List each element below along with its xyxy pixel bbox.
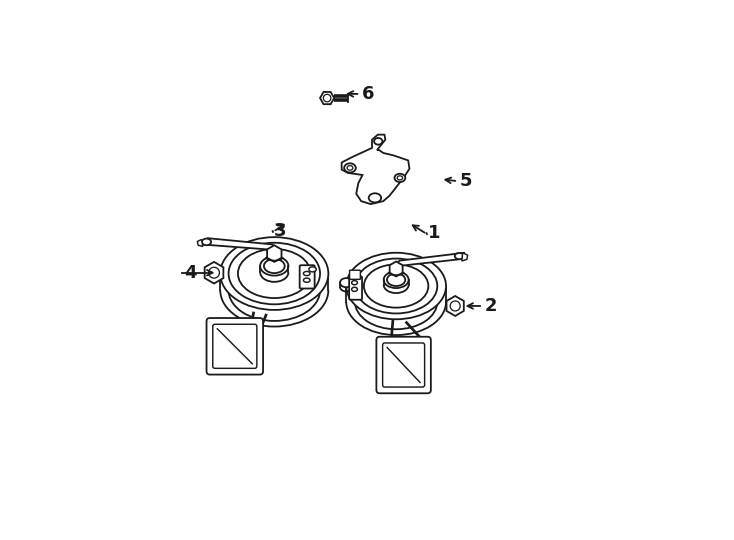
Polygon shape	[197, 239, 203, 246]
Ellipse shape	[202, 239, 211, 245]
Ellipse shape	[455, 253, 464, 259]
Text: 6: 6	[362, 85, 374, 103]
Ellipse shape	[384, 272, 409, 288]
Text: 1: 1	[428, 224, 440, 242]
Ellipse shape	[303, 272, 310, 275]
Ellipse shape	[355, 259, 437, 313]
Ellipse shape	[364, 265, 429, 308]
Ellipse shape	[346, 253, 446, 319]
Ellipse shape	[260, 256, 288, 275]
Ellipse shape	[340, 278, 352, 287]
Text: 3: 3	[275, 222, 287, 240]
FancyBboxPatch shape	[206, 318, 263, 375]
Polygon shape	[202, 238, 278, 250]
Ellipse shape	[309, 267, 316, 272]
FancyBboxPatch shape	[377, 337, 431, 393]
Ellipse shape	[344, 163, 356, 172]
Ellipse shape	[387, 274, 405, 286]
Ellipse shape	[394, 174, 405, 182]
Ellipse shape	[352, 281, 357, 285]
FancyBboxPatch shape	[349, 270, 360, 279]
Ellipse shape	[264, 259, 285, 273]
FancyBboxPatch shape	[349, 276, 362, 300]
FancyBboxPatch shape	[299, 265, 315, 288]
Ellipse shape	[220, 237, 328, 310]
Text: 2: 2	[484, 297, 497, 315]
Ellipse shape	[374, 138, 382, 145]
Ellipse shape	[238, 249, 310, 298]
Ellipse shape	[303, 278, 310, 282]
Ellipse shape	[368, 193, 381, 202]
Ellipse shape	[228, 243, 320, 305]
Polygon shape	[394, 253, 465, 266]
Text: 5: 5	[459, 172, 472, 190]
Polygon shape	[341, 134, 410, 204]
Polygon shape	[462, 253, 468, 261]
Text: 4: 4	[184, 264, 197, 282]
Ellipse shape	[352, 287, 357, 292]
